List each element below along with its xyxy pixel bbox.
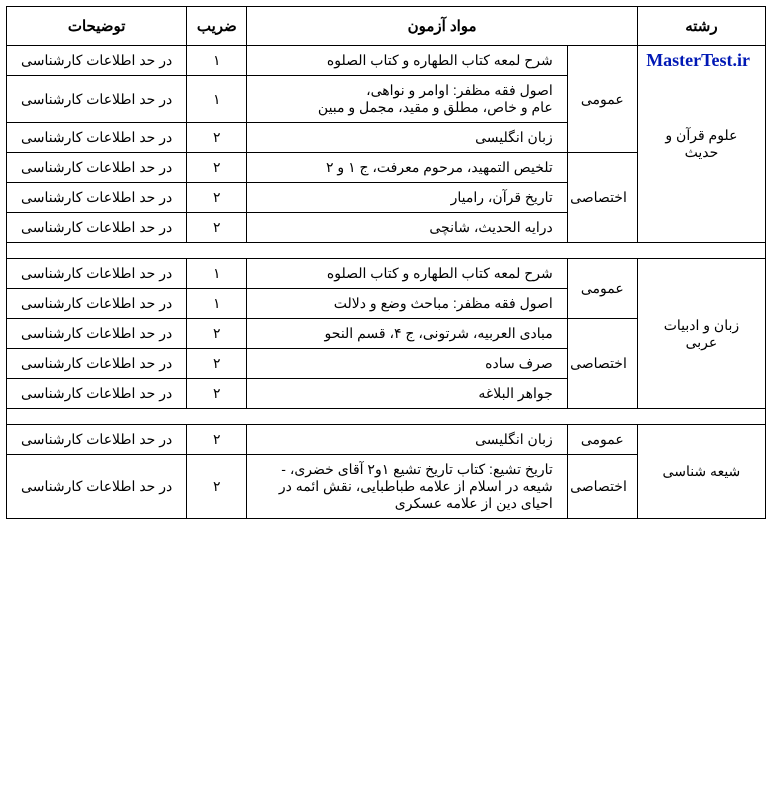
subject-cell: درایه الحدیث، شانچی [247, 213, 567, 243]
table-header-row: رشته مواد آزمون ضریب توضیحات [7, 7, 766, 46]
category-special: اختصاصی [567, 153, 637, 243]
subject-cell: صرف ساده [247, 349, 567, 379]
field-cell: علوم قرآن و حدیث [637, 46, 765, 243]
subject-cell: تاریخ تشیع: کتاب تاریخ تشیع ۱و۲ آقای خضر… [247, 455, 567, 519]
coef-cell: ۱ [187, 76, 247, 123]
category-special: اختصاصی [567, 319, 637, 409]
coef-cell: ۲ [187, 425, 247, 455]
coef-cell: ۲ [187, 123, 247, 153]
notes-cell: در حد اطلاعات کارشناسی [7, 153, 187, 183]
header-field: رشته [637, 7, 765, 46]
header-notes: توضیحات [7, 7, 187, 46]
subject-cell: شرح لمعه کتاب الطهاره و کتاب الصلوه [247, 46, 567, 76]
coef-cell: ۲ [187, 455, 247, 519]
coef-cell: ۱ [187, 289, 247, 319]
coef-cell: ۲ [187, 349, 247, 379]
notes-cell: در حد اطلاعات کارشناسی [7, 76, 187, 123]
notes-cell: در حد اطلاعات کارشناسی [7, 123, 187, 153]
site-logo: MasterTest.ir [646, 50, 750, 71]
subject-cell: مبادی العربیه، شرتونی، ج ۴، قسم النحو [247, 319, 567, 349]
subject-cell: اصول فقه مظفر: اوامر و نواهی،عام و خاص، … [247, 76, 567, 123]
table-row: شیعه شناسیعمومیزبان انگلیسی۲در حد اطلاعا… [7, 425, 766, 455]
notes-cell: در حد اطلاعات کارشناسی [7, 46, 187, 76]
subject-cell: جواهر البلاغه [247, 379, 567, 409]
subject-cell: اصول فقه مظفر: مباحث وضع و دلالت [247, 289, 567, 319]
field-cell: زبان و ادبیات عربی [637, 259, 765, 409]
notes-cell: در حد اطلاعات کارشناسی [7, 289, 187, 319]
courses-table: رشته مواد آزمون ضریب توضیحات علوم قرآن و… [6, 6, 766, 519]
notes-cell: در حد اطلاعات کارشناسی [7, 455, 187, 519]
category-general: عمومی [567, 259, 637, 319]
subject-cell: تاریخ قرآن، رامیار [247, 183, 567, 213]
coef-cell: ۱ [187, 46, 247, 76]
category-general: عمومی [567, 46, 637, 153]
coef-cell: ۲ [187, 153, 247, 183]
notes-cell: در حد اطلاعات کارشناسی [7, 213, 187, 243]
field-cell: شیعه شناسی [637, 425, 765, 519]
notes-cell: در حد اطلاعات کارشناسی [7, 379, 187, 409]
table-row: زبان و ادبیات عربیعمومیشرح لمعه کتاب الط… [7, 259, 766, 289]
coef-cell: ۲ [187, 319, 247, 349]
notes-cell: در حد اطلاعات کارشناسی [7, 319, 187, 349]
spacer-row [7, 243, 766, 259]
coef-cell: ۲ [187, 213, 247, 243]
coef-cell: ۲ [187, 379, 247, 409]
coef-cell: ۲ [187, 183, 247, 213]
notes-cell: در حد اطلاعات کارشناسی [7, 183, 187, 213]
notes-cell: در حد اطلاعات کارشناسی [7, 259, 187, 289]
spacer-row [7, 409, 766, 425]
category-special: اختصاصی [567, 455, 637, 519]
subject-cell: شرح لمعه کتاب الطهاره و کتاب الصلوه [247, 259, 567, 289]
subject-cell: زبان انگلیسی [247, 425, 567, 455]
category-general: عمومی [567, 425, 637, 455]
notes-cell: در حد اطلاعات کارشناسی [7, 349, 187, 379]
subject-cell: تلخیص التمهید، مرحوم معرفت، ج ۱ و ۲ [247, 153, 567, 183]
header-coef: ضریب [187, 7, 247, 46]
notes-cell: در حد اطلاعات کارشناسی [7, 425, 187, 455]
coef-cell: ۱ [187, 259, 247, 289]
header-subjects: مواد آزمون [247, 7, 638, 46]
subject-cell: زبان انگلیسی [247, 123, 567, 153]
